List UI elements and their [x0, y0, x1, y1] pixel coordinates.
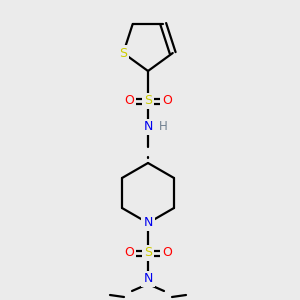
Text: O: O — [162, 94, 172, 107]
Text: N: N — [143, 121, 153, 134]
Text: N: N — [143, 272, 153, 286]
Text: O: O — [162, 247, 172, 260]
Text: S: S — [144, 94, 152, 107]
Text: H: H — [159, 121, 168, 134]
Text: S: S — [119, 46, 127, 59]
Text: S: S — [144, 247, 152, 260]
Text: O: O — [124, 94, 134, 107]
Text: O: O — [124, 247, 134, 260]
Text: N: N — [143, 217, 153, 230]
